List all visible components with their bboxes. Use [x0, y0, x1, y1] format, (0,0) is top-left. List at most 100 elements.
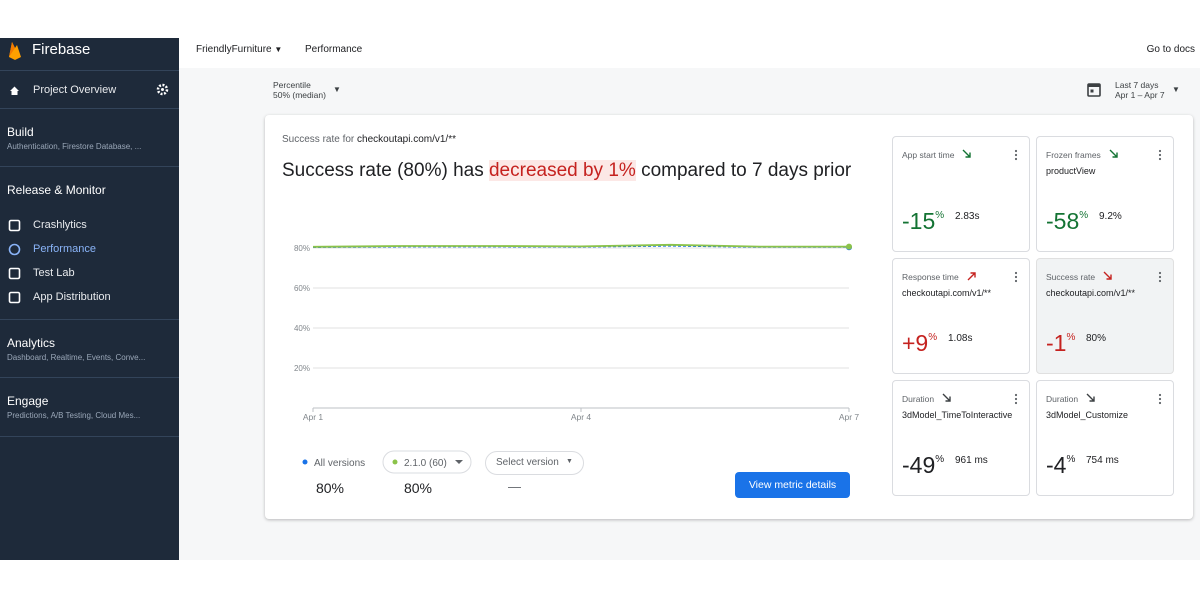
icon-shape [8, 219, 21, 232]
nav-item[interactable]: App Distribution [33, 291, 111, 303]
x-tick-label: Apr 1 [303, 412, 324, 422]
legend-value: 80% [404, 480, 432, 496]
menu-dot [1158, 397, 1162, 401]
tile-detail: 80% [1086, 333, 1107, 344]
menu-dot [1158, 275, 1162, 279]
docs-link[interactable]: Go to docs [1146, 44, 1195, 55]
section-subtitle: Predictions, A/B Testing, Cloud Mes... [7, 411, 141, 420]
change-value: -4 [1046, 452, 1067, 478]
menu-dot [1158, 393, 1162, 397]
settings-icon[interactable] [156, 83, 169, 96]
item-icon [8, 243, 21, 256]
topbar: FriendlyFurniture ▼ Performance Go to do… [179, 38, 1200, 69]
section-subtitle: Authentication, Firestore Database, ... [7, 142, 142, 151]
tile-title: Success rate [1046, 272, 1096, 282]
build-section: Build Authentication, Firestore Database… [0, 108, 179, 167]
menu-dot [1014, 149, 1018, 153]
menu-dot [1158, 271, 1162, 275]
change-unit: % [1066, 332, 1076, 343]
nav-item[interactable]: Test Lab [33, 267, 75, 279]
change-value: -49 [902, 452, 936, 478]
arrow-shape [942, 393, 951, 402]
icon-shape [8, 291, 21, 304]
tile-detail: 2.83s [955, 211, 980, 222]
arrow-shape [967, 272, 976, 281]
legend-value: 80% [316, 480, 344, 496]
more-menu[interactable] [1014, 271, 1018, 283]
dropdown-arrow[interactable]: ▼ [1172, 85, 1180, 94]
arrow-shape [1109, 149, 1118, 158]
metric-tile[interactable]: Frozen frames productView -58% 9.2% [1036, 136, 1174, 252]
menu-dot [1158, 401, 1162, 405]
tile-change: -15% [902, 208, 944, 235]
tile-change: -4% [1046, 452, 1075, 479]
tile-detail: 9.2% [1099, 211, 1122, 222]
headline-end: compared to 7 days prior [641, 160, 852, 181]
x-tick-label: Apr 4 [571, 412, 592, 422]
change-value: -58 [1046, 208, 1080, 234]
change-unit: % [1066, 454, 1076, 465]
tile-subtitle: checkoutapi.com/v1/** [1046, 288, 1136, 298]
section-subtitle: Dashboard, Realtime, Events, Conve... [7, 353, 146, 362]
tile-title: Duration [1046, 394, 1079, 404]
sidebar: Firebase Project Overview Build Authenti… [0, 38, 179, 560]
trend-arrow [967, 272, 976, 281]
metric-tile[interactable]: App start time -15% 2.83s [892, 136, 1030, 252]
headline: Success rate (80%) has decreased by 1% c… [282, 159, 862, 183]
tile-detail: 1.08s [948, 333, 973, 344]
context: Success rate for checkoutapi.com/v1/** [282, 134, 456, 145]
legend-label[interactable]: 2.1.0 (60) [404, 458, 447, 469]
y-tick-label: 40% [294, 324, 310, 333]
filter-value: 50% (median) [273, 90, 326, 100]
nav-item[interactable]: Performance [33, 243, 96, 255]
chart: 20% 40% 60% 80% Apr 1 Apr 4 Apr 7 All versions 8… [294, 243, 859, 496]
firebase-logo [9, 42, 21, 60]
project-name: FriendlyFurniture [196, 44, 272, 55]
change-value: +9 [902, 330, 929, 356]
calendar-icon[interactable] [1087, 82, 1101, 97]
project-selector[interactable]: FriendlyFurniture ▼ [196, 44, 283, 55]
headline-highlight: decreased by 1% [488, 160, 636, 181]
arrow-shape [1086, 393, 1095, 402]
legend-chip[interactable] [382, 450, 472, 474]
section-title[interactable]: Release & Monitor [7, 183, 106, 197]
tile-detail: 961 ms [955, 455, 988, 466]
nav-item[interactable]: Crashlytics [33, 219, 87, 231]
menu-dot [1014, 393, 1018, 397]
view-details-button[interactable]: View metric details [735, 472, 850, 498]
change-unit: % [935, 454, 945, 465]
tile-title: App start time [902, 150, 955, 160]
legend-label[interactable]: All versions [314, 458, 365, 469]
brand[interactable]: Firebase [32, 41, 91, 58]
dropdown-arrow[interactable]: ▼ [333, 85, 341, 94]
tile-subtitle: 3dModel_TimeToInteractive [902, 410, 1013, 420]
arrow-shape [1103, 271, 1112, 280]
metric-tile[interactable]: Duration 3dModel_Customize -4% 754 ms [1036, 380, 1174, 496]
more-menu[interactable] [1158, 149, 1162, 161]
range-filter[interactable]: Last 7 days Apr 1 – Apr 7 [1115, 80, 1165, 100]
section-title[interactable]: Build [7, 125, 34, 139]
metric-tile[interactable]: Success rate checkoutapi.com/v1/** -1% 80% [1036, 258, 1174, 374]
more-menu[interactable] [1014, 149, 1018, 161]
legend-caret [455, 460, 463, 464]
legend-dot [392, 459, 398, 465]
tile-title: Response time [902, 272, 959, 282]
section-title[interactable]: Engage [7, 394, 49, 408]
tile-change: -49% [902, 452, 944, 479]
more-menu[interactable] [1158, 393, 1162, 405]
percentile-filter[interactable]: Percentile 50% (median) [273, 80, 326, 100]
icon-shape [8, 243, 21, 256]
analytics-section: Analytics Dashboard, Realtime, Events, C… [0, 319, 179, 378]
more-menu[interactable] [1014, 393, 1018, 405]
more-menu[interactable] [1158, 271, 1162, 283]
menu-dot [1014, 279, 1018, 283]
y-tick-label: 80% [294, 244, 310, 253]
project-overview[interactable]: Project Overview [33, 84, 117, 96]
change-unit: % [935, 210, 945, 221]
metric-tile[interactable]: Duration 3dModel_TimeToInteractive -49% 961… [892, 380, 1030, 496]
metric-tile[interactable]: Response time checkoutapi.com/v1/** +9% 1.0… [892, 258, 1030, 374]
select-version[interactable]: Select version ▼ [485, 451, 584, 475]
change-value: -1 [1046, 330, 1067, 356]
tile-change: +9% [902, 330, 937, 357]
section-title[interactable]: Analytics [7, 336, 56, 350]
